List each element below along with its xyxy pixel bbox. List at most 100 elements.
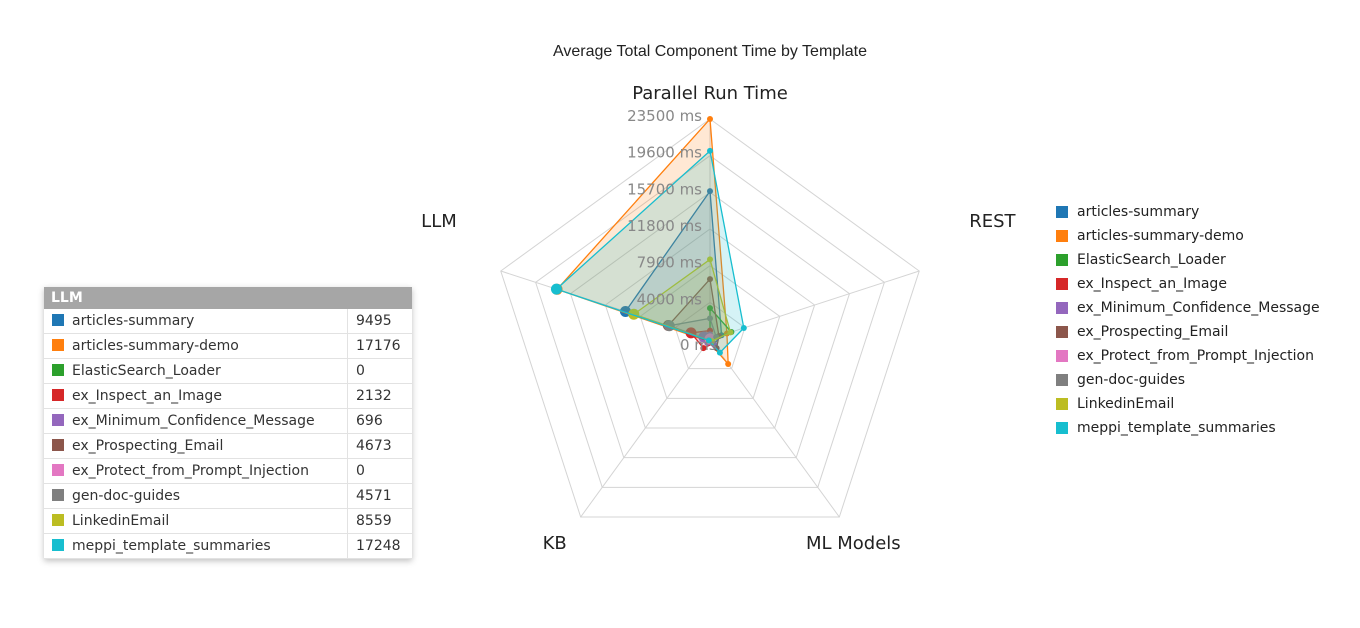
radial-tick-labels: 0 ms 4000 ms 7900 ms 11800 ms 15700 ms 19600 … xyxy=(627,107,717,354)
radial-tick-label: 11800 ms xyxy=(627,217,702,235)
tooltip-value: 0 xyxy=(347,358,412,384)
data-point[interactable] xyxy=(707,305,713,312)
data-point[interactable] xyxy=(550,283,562,295)
tooltip-swatch xyxy=(52,514,64,526)
tooltip-series-name: LinkedinEmail xyxy=(44,508,348,534)
grid-ring xyxy=(639,265,781,399)
legend-swatch xyxy=(1056,422,1068,434)
legend-swatch xyxy=(1056,278,1068,290)
series-meppi_template_summaries xyxy=(550,147,747,356)
legend-item[interactable]: LinkedinEmail xyxy=(1056,392,1320,416)
legend-item[interactable]: ex_Prospecting_Email xyxy=(1056,320,1320,344)
series-layer xyxy=(550,116,747,367)
data-point[interactable] xyxy=(628,308,640,320)
tooltip-row: ex_Prospecting_Email 4673 xyxy=(44,433,412,459)
hover-tooltip: LLM articles-summary 9495 articles-summary… xyxy=(44,287,412,559)
tooltip-value: 4571 xyxy=(347,483,412,509)
tooltip-series-name: articles-summary xyxy=(44,309,348,334)
tooltip-series-name: ex_Minimum_Confidence_Message xyxy=(44,408,348,434)
chart-title: Average Total Component Time by Template xyxy=(553,43,867,60)
legend-label: ex_Minimum_Confidence_Message xyxy=(1077,300,1320,316)
tooltip-table: articles-summary 9495 articles-summary-dem… xyxy=(44,309,412,559)
data-point[interactable] xyxy=(716,349,723,356)
tooltip-swatch xyxy=(52,339,64,351)
legend-label: meppi_template_summaries xyxy=(1077,420,1276,436)
legend-swatch xyxy=(1056,206,1068,218)
data-point[interactable] xyxy=(707,315,713,322)
tooltip-value: 4673 xyxy=(347,433,412,459)
tooltip-row: LinkedinEmail 8559 xyxy=(44,508,412,534)
tooltip-series-name: ElasticSearch_Loader xyxy=(44,358,348,384)
data-point[interactable] xyxy=(707,188,713,195)
grid-ring xyxy=(569,191,851,459)
legend-swatch xyxy=(1056,374,1068,386)
legend-label: ex_Prospecting_Email xyxy=(1077,324,1229,340)
legend-item[interactable]: articles-summary xyxy=(1056,200,1320,224)
tooltip-series-name: articles-summary-demo xyxy=(44,333,348,359)
axis-spoke xyxy=(709,338,840,518)
tooltip-row: ex_Protect_from_Prompt_Injection 0 xyxy=(44,458,412,484)
data-point[interactable] xyxy=(707,276,713,283)
legend-item[interactable]: articles-summary-demo xyxy=(1056,224,1320,248)
legend-swatch xyxy=(1056,398,1068,410)
legend-label: ex_Inspect_an_Image xyxy=(1077,276,1227,292)
tooltip-row: ex_Inspect_an_Image 2132 xyxy=(44,383,412,409)
legend-label: ElasticSearch_Loader xyxy=(1077,252,1226,268)
radial-tick-label: 23500 ms xyxy=(627,107,702,125)
axis-label: ML Models xyxy=(806,533,901,554)
legend-label: gen-doc-guides xyxy=(1077,372,1186,388)
legend-item[interactable]: ElasticSearch_Loader xyxy=(1056,248,1320,272)
data-point[interactable] xyxy=(725,360,732,367)
tooltip-row: ElasticSearch_Loader 0 xyxy=(44,358,412,384)
data-point[interactable] xyxy=(707,256,713,263)
grid-ring xyxy=(535,155,885,488)
tooltip-swatch xyxy=(52,314,64,326)
axis-label: REST xyxy=(969,211,1016,232)
legend-item[interactable]: ex_Minimum_Confidence_Message xyxy=(1056,296,1320,320)
data-point[interactable] xyxy=(705,337,712,344)
data-point[interactable] xyxy=(727,329,734,336)
tooltip-row: articles-summary 9495 xyxy=(44,309,412,334)
legend-label: articles-summary-demo xyxy=(1077,228,1244,244)
tooltip-series-name: ex_Inspect_an_Image xyxy=(44,383,348,409)
legend-swatch xyxy=(1056,254,1068,266)
axis-spoke xyxy=(580,338,711,518)
tooltip-value: 17176 xyxy=(347,333,412,359)
tooltip-series-name: gen-doc-guides xyxy=(44,483,348,509)
radial-tick-label: 15700 ms xyxy=(627,180,702,198)
legend-item[interactable]: gen-doc-guides xyxy=(1056,368,1320,392)
legend-swatch xyxy=(1056,326,1068,338)
legend-swatch xyxy=(1056,302,1068,314)
data-point[interactable] xyxy=(707,147,713,154)
data-point[interactable] xyxy=(707,116,713,122)
tooltip-swatch xyxy=(52,414,64,426)
grid-ring xyxy=(604,228,816,429)
legend-label: articles-summary xyxy=(1077,204,1200,220)
tooltip-series-name: ex_Protect_from_Prompt_Injection xyxy=(44,458,348,484)
tooltip-header: LLM xyxy=(44,287,412,309)
data-point[interactable] xyxy=(700,345,707,352)
grid-ring xyxy=(500,118,920,518)
tooltip-value: 2132 xyxy=(347,383,412,409)
tooltip-swatch xyxy=(52,389,64,401)
legend-item[interactable]: ex_Protect_from_Prompt_Injection xyxy=(1056,344,1320,368)
tooltip-value: 9495 xyxy=(347,309,412,334)
tooltip-value: 0 xyxy=(347,458,412,484)
radar-grid xyxy=(500,118,920,518)
tooltip-value: 696 xyxy=(347,408,412,434)
axis-label: KB xyxy=(543,533,567,554)
tooltip-swatch xyxy=(52,439,64,451)
axis-labels: Parallel Run Time REST ML Models KB LLM xyxy=(421,83,1016,554)
data-point[interactable] xyxy=(740,325,747,332)
tooltip-swatch xyxy=(52,464,64,476)
radial-tick-label: 4000 ms xyxy=(637,290,703,308)
axis-label: LLM xyxy=(421,211,457,232)
tooltip-row: gen-doc-guides 4571 xyxy=(44,483,412,509)
tooltip-swatch xyxy=(52,539,64,551)
legend-item[interactable]: ex_Inspect_an_Image xyxy=(1056,272,1320,296)
radial-tick-label: 19600 ms xyxy=(627,144,702,162)
legend-item[interactable]: meppi_template_summaries xyxy=(1056,416,1320,440)
series-area xyxy=(555,149,745,354)
radial-tick-label: 0 ms xyxy=(680,336,717,354)
